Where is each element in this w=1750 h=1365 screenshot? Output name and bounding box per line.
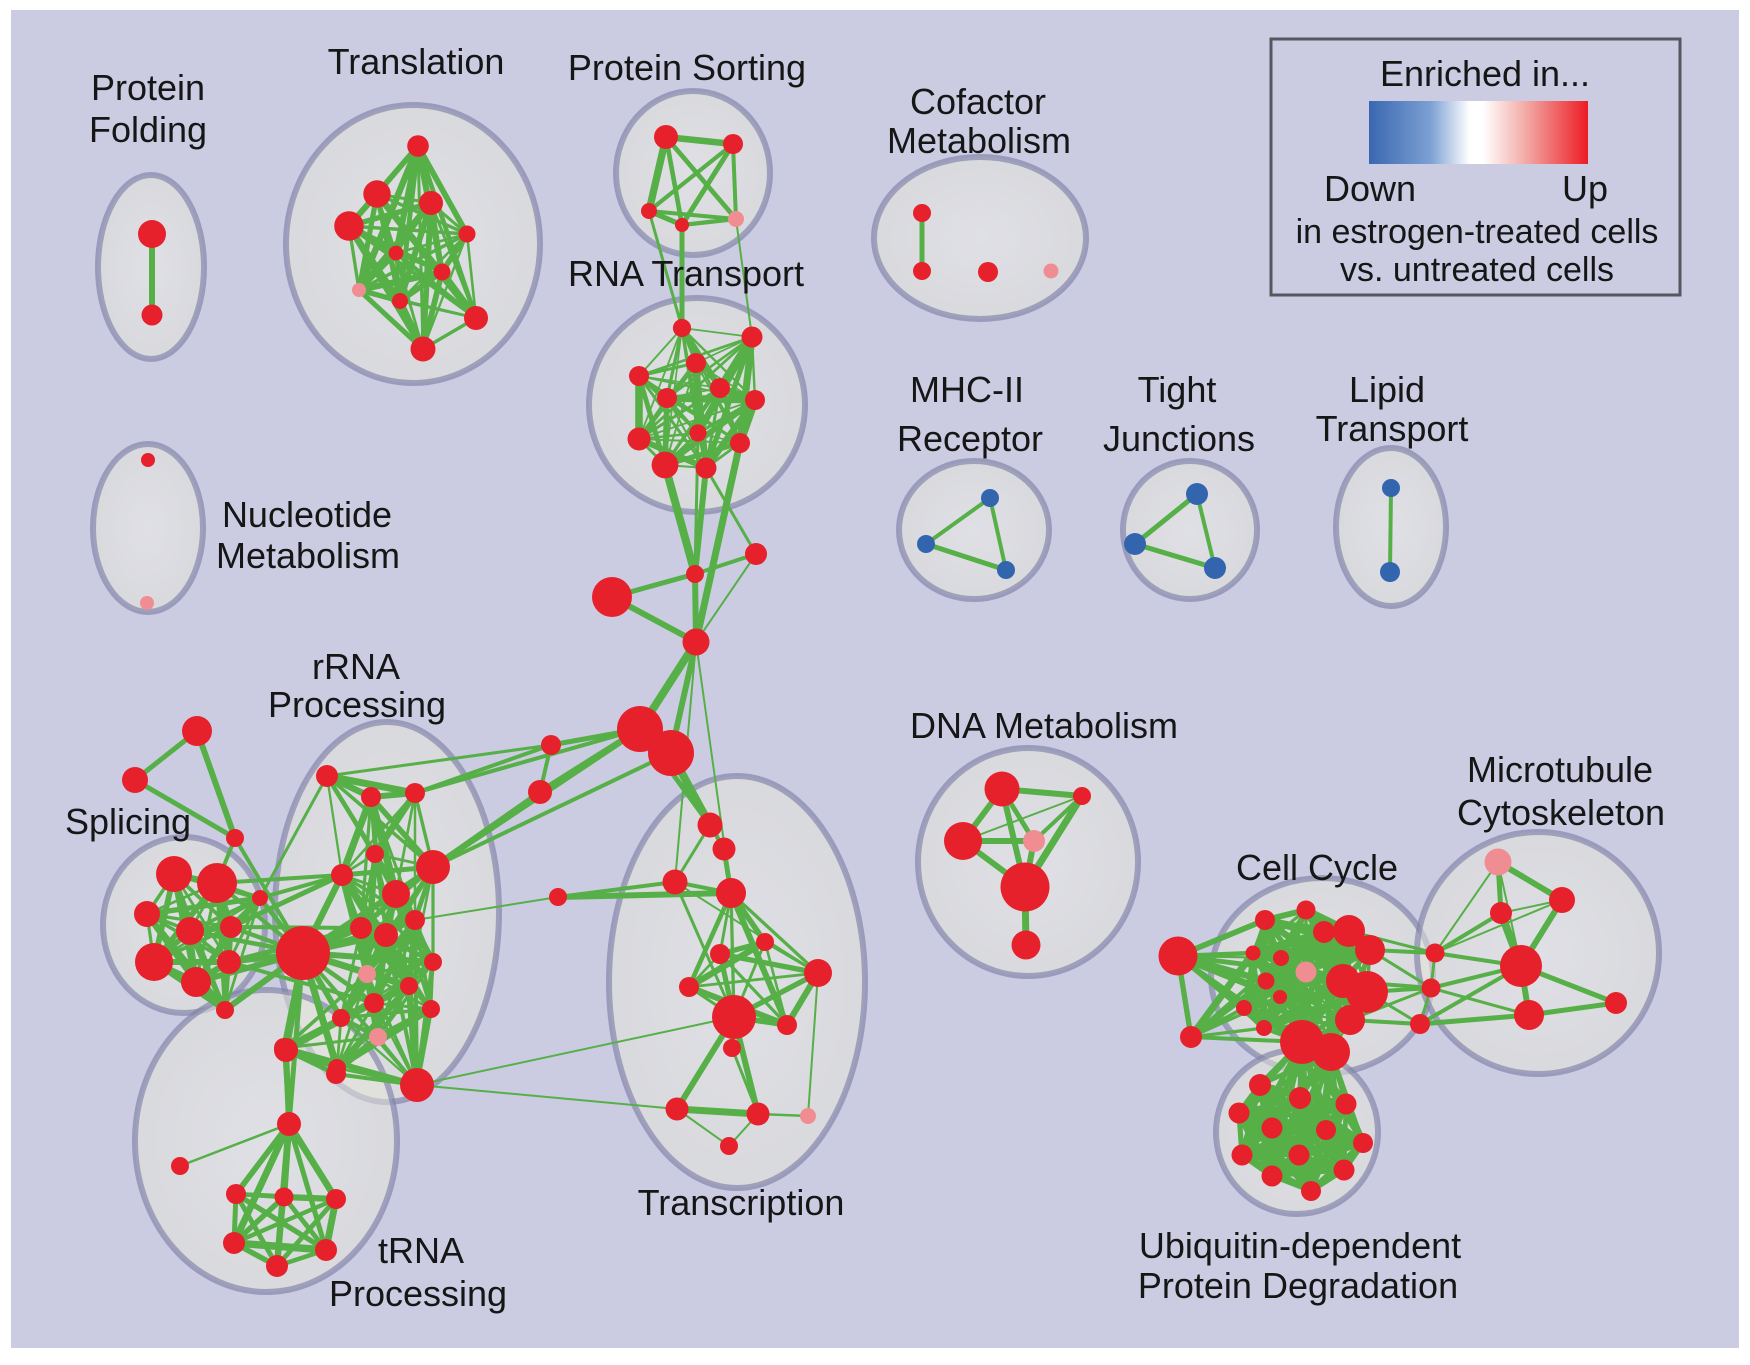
svg-text:Translation: Translation xyxy=(328,41,505,82)
svg-text:Up: Up xyxy=(1562,168,1608,209)
svg-text:Processing: Processing xyxy=(329,1273,507,1314)
svg-text:MHC-II: MHC-II xyxy=(910,369,1024,410)
svg-text:Cell Cycle: Cell Cycle xyxy=(1236,847,1398,888)
svg-text:Protein Sorting: Protein Sorting xyxy=(568,47,806,88)
svg-text:Junctions: Junctions xyxy=(1103,418,1255,459)
svg-text:Nucleotide: Nucleotide xyxy=(222,494,392,535)
svg-text:Cofactor: Cofactor xyxy=(910,81,1046,122)
svg-text:Metabolism: Metabolism xyxy=(887,120,1071,161)
svg-text:DNA Metabolism: DNA Metabolism xyxy=(910,705,1178,746)
svg-text:Splicing: Splicing xyxy=(65,801,191,842)
svg-text:Microtubule: Microtubule xyxy=(1467,749,1653,790)
svg-text:tRNA: tRNA xyxy=(378,1230,464,1271)
svg-text:RNA Transport: RNA Transport xyxy=(568,253,804,294)
svg-text:Ubiquitin-dependent: Ubiquitin-dependent xyxy=(1139,1225,1461,1266)
svg-text:Down: Down xyxy=(1324,168,1416,209)
svg-text:Processing: Processing xyxy=(268,684,446,725)
svg-text:Protein: Protein xyxy=(91,67,205,108)
svg-text:Folding: Folding xyxy=(89,109,207,150)
svg-text:Protein Degradation: Protein Degradation xyxy=(1138,1265,1458,1306)
svg-text:Cytoskeleton: Cytoskeleton xyxy=(1457,792,1665,833)
svg-text:Tight: Tight xyxy=(1138,369,1217,410)
svg-text:Metabolism: Metabolism xyxy=(216,535,400,576)
svg-text:Transport: Transport xyxy=(1316,408,1469,449)
svg-text:Lipid: Lipid xyxy=(1349,369,1425,410)
svg-text:Transcription: Transcription xyxy=(638,1182,845,1223)
svg-text:Enriched in...: Enriched in... xyxy=(1380,53,1590,94)
svg-text:Receptor: Receptor xyxy=(897,418,1043,459)
svg-text:vs. untreated cells: vs. untreated cells xyxy=(1340,251,1614,289)
svg-text:in estrogen-treated cells: in estrogen-treated cells xyxy=(1296,213,1659,251)
svg-text:rRNA: rRNA xyxy=(312,646,400,687)
